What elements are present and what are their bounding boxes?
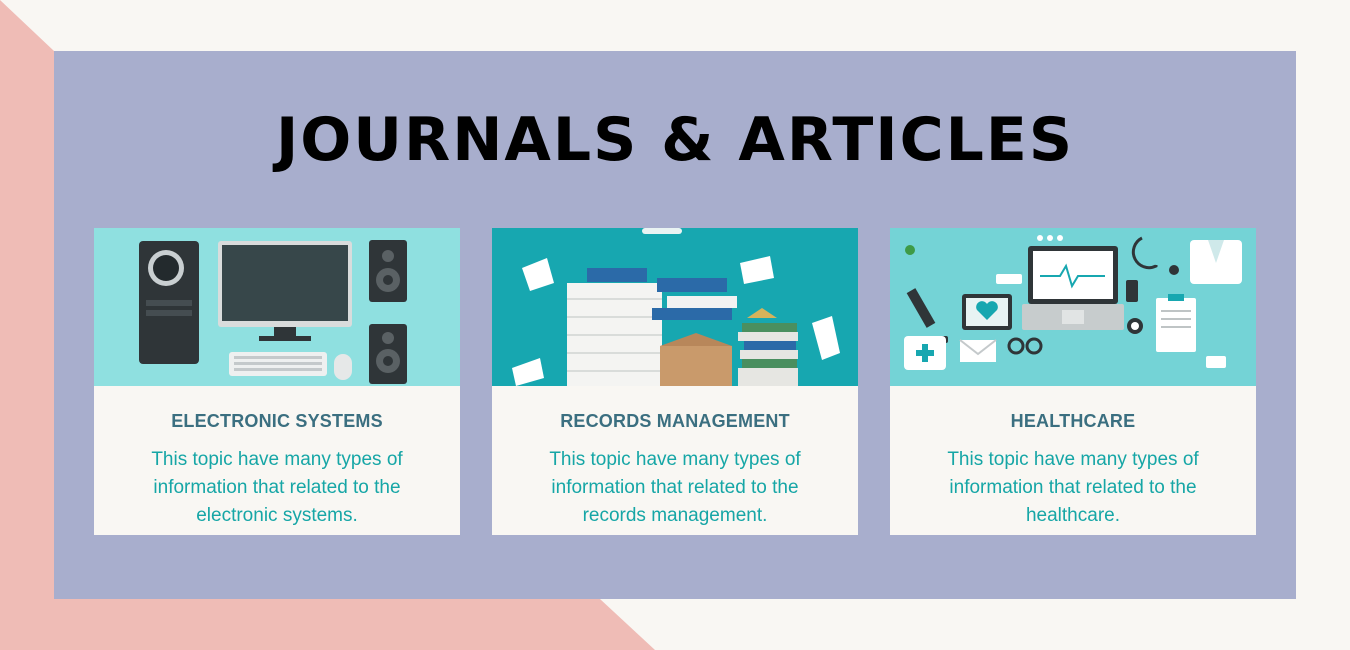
- page-title: JOURNALS & ARTICLES: [275, 105, 1075, 175]
- card-healthcare[interactable]: HEALTHCARE This topic have many types of…: [890, 228, 1256, 535]
- card-title[interactable]: HEALTHCARE: [1010, 411, 1136, 431]
- card-records-management[interactable]: RECORDS MANAGEMENT This topic have many …: [492, 228, 858, 535]
- medical-equipment-icon: [890, 228, 1256, 386]
- card-title[interactable]: ELECTRONIC SYSTEMS: [171, 411, 383, 431]
- card-description: This topic have many types of informatio…: [947, 449, 1199, 526]
- card-description: This topic have many types of informatio…: [151, 449, 403, 526]
- card-title[interactable]: RECORDS MANAGEMENT: [560, 411, 790, 431]
- journals-panel: JOURNALS & ARTICLES: [54, 51, 1296, 599]
- card-description: This topic have many types of informatio…: [549, 449, 801, 526]
- computer-setup-icon: [94, 228, 460, 386]
- card-electronic-systems[interactable]: ELECTRONIC SYSTEMS This topic have many …: [94, 228, 460, 535]
- document-stacks-icon: [492, 228, 858, 386]
